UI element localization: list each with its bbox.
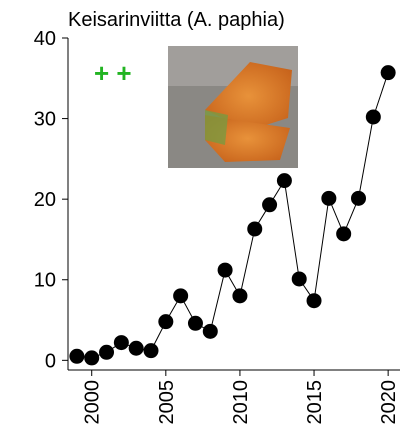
data-line (76, 72, 389, 359)
data-point (262, 197, 278, 213)
data-point (99, 344, 115, 360)
data-point (187, 315, 203, 331)
data-point (113, 335, 129, 351)
data-point (365, 109, 381, 125)
y-tick-label: 10 (34, 270, 56, 292)
data-point (173, 288, 189, 304)
data-point (247, 221, 263, 237)
data-point (276, 173, 292, 189)
data-point (380, 65, 396, 81)
data-point (69, 348, 85, 364)
butterfly-photo (168, 46, 298, 168)
y-tick-label: 30 (34, 109, 56, 131)
data-point (232, 288, 248, 304)
x-tick-label: 2000 (82, 380, 104, 425)
data-point (143, 343, 159, 359)
y-tick-label: 40 (34, 28, 56, 50)
data-point (351, 190, 366, 206)
annotation: + + (94, 58, 132, 88)
data-point (158, 314, 174, 330)
y-tick-label: 20 (34, 189, 56, 211)
x-tick-label: 2015 (304, 380, 326, 425)
x-tick-label: 2010 (230, 380, 252, 425)
data-point (336, 226, 352, 242)
chart-title: Keisarinviitta (A. paphia) (68, 9, 285, 31)
data-point (291, 271, 307, 287)
data-point (84, 350, 100, 366)
data-point (128, 340, 144, 356)
y-tick-label: 0 (45, 350, 56, 372)
data-point (321, 190, 337, 206)
data-point (202, 323, 218, 339)
data-point (217, 262, 233, 278)
x-tick-label: 2005 (156, 380, 178, 425)
data-point (306, 293, 322, 309)
x-tick-label: 2020 (378, 380, 400, 425)
